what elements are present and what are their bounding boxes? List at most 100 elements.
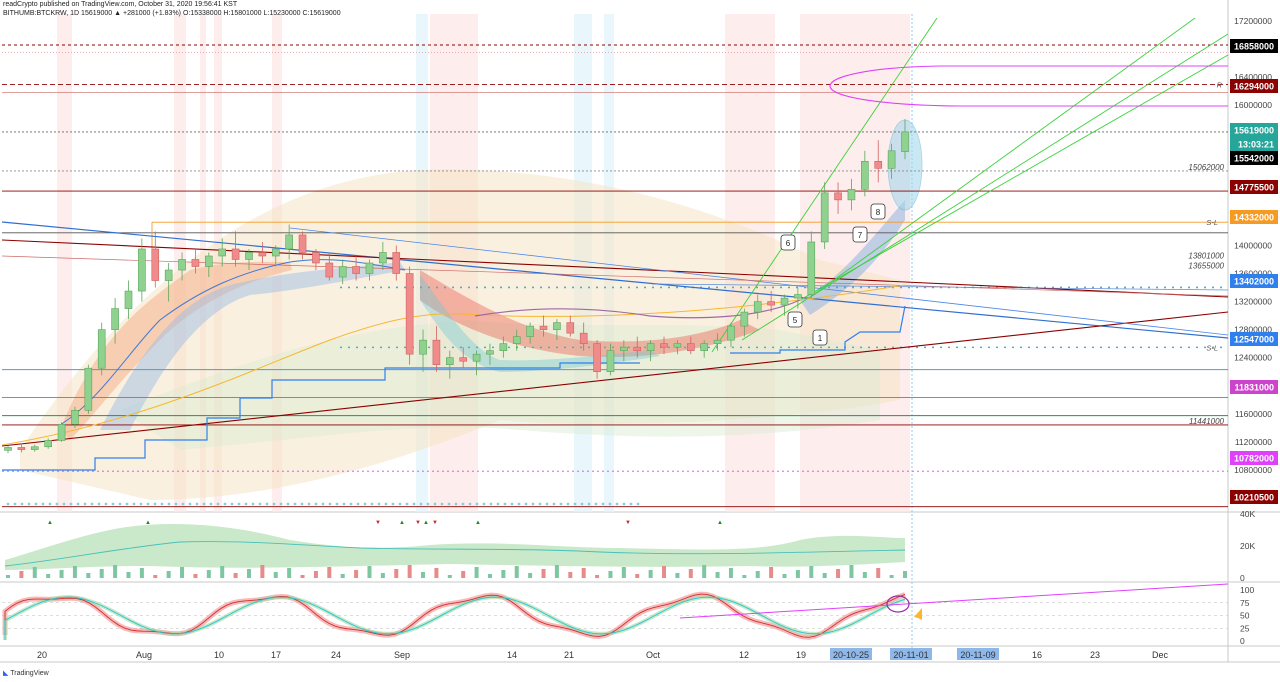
- candle-body: [57, 424, 66, 441]
- candle-body: [245, 252, 253, 260]
- price-tick-label: 14000000: [1234, 240, 1272, 250]
- price-label: 10210500: [1234, 493, 1274, 503]
- signal-dot: [335, 502, 339, 506]
- signal-marker: ▼: [415, 520, 421, 526]
- signal-dot: [489, 502, 493, 506]
- signal-dot: [552, 502, 556, 506]
- volume-bar: [702, 565, 707, 578]
- signal-dot: [272, 502, 276, 506]
- time-axis[interactable]: 20 Aug 10 17 24 Sep 14 21 Oct 12 19 20-10-25 20-11-0…: [37, 648, 1169, 660]
- wave-label: 1: [818, 334, 823, 343]
- price-tick-label: 13600000: [1234, 269, 1272, 279]
- price-label-box: [1230, 79, 1278, 93]
- volume-bar: [648, 570, 653, 578]
- volume-bar: [139, 568, 144, 578]
- trendline: [799, 54, 1229, 301]
- volume-bar: [327, 567, 332, 578]
- volume-bar: [635, 574, 640, 578]
- signal-dot: [307, 502, 311, 506]
- price-label-box: [1230, 210, 1278, 224]
- candle-body: [700, 343, 708, 351]
- baseline-step: [2, 362, 640, 471]
- osc-tick-label: 25: [1240, 623, 1250, 633]
- candle-body: [847, 189, 856, 201]
- time-tick-label: 14: [507, 650, 517, 660]
- signal-dot: [62, 502, 66, 506]
- candle-body: [713, 339, 722, 344]
- candle-body: [767, 301, 775, 306]
- candle-body: [191, 259, 200, 267]
- candle-body: [338, 266, 347, 278]
- volume-bar: [233, 573, 238, 578]
- candle-body: [807, 241, 816, 295]
- candle-body: [312, 252, 320, 264]
- signal-dot: [580, 502, 584, 506]
- volume-bar: [300, 575, 305, 578]
- signal-dot: [55, 502, 59, 506]
- line-tag: R: [1217, 81, 1223, 90]
- signal-dot: [482, 502, 486, 506]
- price-tick-label: 11200000: [1235, 437, 1272, 447]
- signal-dot: [244, 502, 248, 506]
- price-label: 15542000: [1234, 154, 1274, 164]
- signal-dot: [363, 502, 367, 506]
- volume-bar: [608, 571, 613, 578]
- signal-dot: [538, 502, 542, 506]
- candle-body: [660, 343, 668, 348]
- signal-marker: ▲: [717, 520, 723, 526]
- candle-body: [620, 346, 628, 351]
- volume-bar: [474, 567, 479, 578]
- signal-dot: [587, 502, 591, 506]
- signal-dot: [356, 502, 360, 506]
- price-label: 12547000: [1234, 335, 1274, 345]
- volume-bar: [407, 565, 412, 578]
- price-label-box: [1230, 180, 1278, 194]
- signal-dot: [118, 502, 122, 506]
- signal-dot: [34, 502, 38, 506]
- signal-dot: [622, 502, 626, 506]
- candle-body: [205, 255, 213, 267]
- signal-dot: [440, 502, 444, 506]
- signal-marker: ▲: [423, 520, 429, 526]
- volume-bar: [354, 570, 359, 578]
- candle-body: [566, 322, 575, 334]
- signal-dot: [202, 502, 206, 506]
- volume-bar: [769, 567, 774, 578]
- signal-dot: [433, 502, 437, 506]
- candle-body: [673, 343, 682, 348]
- date-badge: [957, 648, 999, 660]
- candle-body: [218, 248, 227, 257]
- signal-dot: [125, 502, 129, 506]
- time-tick-label: 10: [214, 650, 224, 660]
- signal-dot: [265, 502, 269, 506]
- time-tick-label: 23: [1090, 650, 1100, 660]
- candle-body: [633, 346, 642, 351]
- signal-dot: [412, 502, 416, 506]
- volume-bar: [206, 570, 211, 578]
- price-label-box: [1230, 490, 1278, 504]
- signal-dot: [132, 502, 136, 506]
- candle-body: [780, 297, 789, 306]
- signal-dot: [237, 502, 241, 506]
- tradingview-logo[interactable]: ◣ TradingView: [3, 669, 49, 677]
- signal-dot: [447, 502, 451, 506]
- oscillator-panel: 0 25 50 75 100: [2, 583, 1254, 646]
- wave-label-box: [787, 311, 803, 328]
- candle-body: [861, 160, 869, 190]
- volume-bar: [822, 573, 827, 578]
- osc-trendline: [679, 583, 1229, 619]
- signal-dot: [566, 502, 570, 506]
- signal-dot: [608, 502, 612, 506]
- candle-body: [579, 332, 588, 344]
- signal-dot: [503, 502, 507, 506]
- candle-body: [164, 269, 173, 281]
- volume-bar: [581, 568, 586, 578]
- signal-dot: [41, 502, 45, 506]
- publish-info: readCrypto published on TradingView.com,…: [3, 1, 238, 8]
- price-label: 14332000: [1234, 213, 1274, 223]
- price-label-box: [1230, 451, 1278, 465]
- ema-ribbon: [800, 200, 905, 315]
- time-tick-label: 20: [37, 650, 47, 660]
- candle-body: [686, 343, 695, 351]
